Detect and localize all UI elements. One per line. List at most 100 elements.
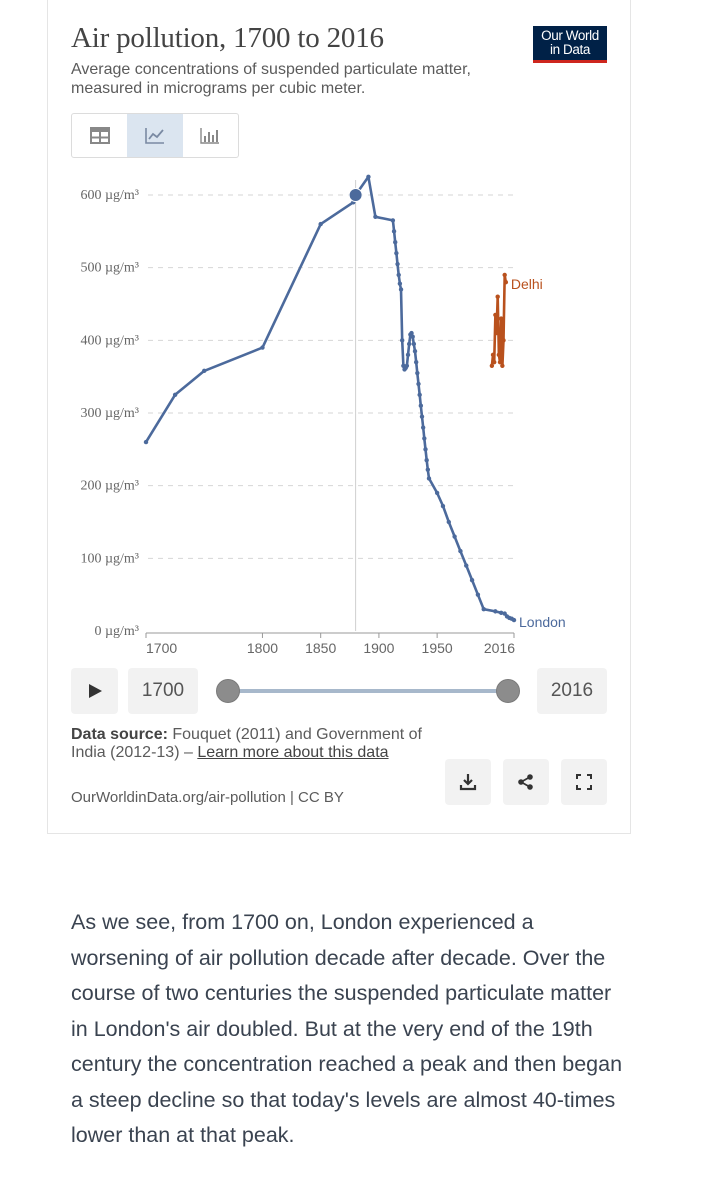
data-point-london[interactable] (393, 240, 398, 245)
hover-marker[interactable] (348, 188, 363, 202)
timeline-slider-track[interactable] (228, 689, 508, 693)
data-point-delhi[interactable] (503, 280, 509, 285)
data-point-london[interactable] (416, 381, 421, 387)
data-point-london[interactable] (425, 467, 431, 472)
y-tick-label: 200 µg/m³ (80, 479, 139, 494)
data-source: Data source: Fouquet (2011) and Governme… (71, 726, 436, 762)
y-tick-label: 100 µg/m³ (80, 551, 139, 566)
x-tick-label: 1850 (305, 640, 336, 656)
data-point-delhi[interactable] (501, 338, 506, 343)
view-tabs (71, 113, 239, 158)
data-point-london[interactable] (458, 548, 463, 554)
data-point-london[interactable] (411, 341, 417, 347)
data-point-london[interactable] (398, 287, 404, 292)
x-tick-label: 1800 (247, 640, 278, 656)
data-point-london[interactable] (172, 392, 178, 398)
data-point-london[interactable] (143, 439, 149, 445)
data-point-delhi[interactable] (489, 363, 495, 368)
owid-logo[interactable]: Our World in Data (533, 26, 607, 63)
data-point-london[interactable] (498, 610, 504, 616)
data-point-london[interactable] (396, 272, 401, 278)
play-button[interactable] (71, 668, 118, 714)
data-point-delhi[interactable] (493, 312, 498, 318)
fullscreen-button[interactable] (561, 759, 607, 805)
data-point-london[interactable] (202, 368, 207, 374)
learn-more-link[interactable]: Learn more about this data (197, 744, 389, 761)
series-line-delhi[interactable] (490, 273, 508, 368)
data-point-delhi[interactable] (492, 359, 497, 365)
data-point-london[interactable] (434, 490, 440, 496)
data-point-london[interactable] (405, 352, 411, 358)
fullscreen-icon (576, 774, 592, 790)
data-point-london[interactable] (511, 617, 517, 623)
data-point-london[interactable] (391, 229, 397, 234)
data-point-london[interactable] (395, 261, 400, 267)
data-point-london[interactable] (475, 592, 481, 597)
data-point-london[interactable] (418, 403, 424, 408)
data-point-london[interactable] (373, 214, 378, 219)
chart-title: Air pollution, 1700 to 2016 (71, 22, 384, 54)
data-point-delhi[interactable] (490, 352, 496, 358)
tab-bar[interactable] (183, 114, 238, 157)
download-icon (459, 774, 477, 791)
data-point-delhi[interactable] (495, 294, 500, 299)
source-text: Fouquet (2011) and Government of India (… (71, 726, 422, 761)
source-url[interactable]: OurWorldinData.org/air-pollution | CC BY (71, 789, 344, 806)
data-point-delhi[interactable] (497, 359, 503, 365)
series-line-london[interactable] (144, 175, 515, 622)
data-point-london[interactable] (406, 341, 412, 347)
bar-chart-icon (200, 128, 220, 144)
logo-line-1: Our World (541, 28, 599, 43)
series-label-delhi: Delhi (511, 276, 543, 292)
data-point-delhi[interactable] (500, 363, 505, 368)
share-button[interactable] (503, 759, 549, 805)
y-tick-label: 0 µg/m³ (94, 624, 139, 639)
timeline-start-year[interactable]: 1700 (128, 668, 198, 714)
data-point-london[interactable] (417, 392, 422, 398)
data-point-london[interactable] (493, 609, 498, 614)
data-point-london[interactable] (469, 577, 475, 583)
data-point-london[interactable] (481, 607, 486, 612)
tab-table[interactable] (72, 114, 127, 157)
data-point-london[interactable] (318, 221, 323, 227)
data-point-london[interactable] (260, 345, 265, 350)
timeline-end-year[interactable]: 2016 (537, 668, 607, 714)
data-point-delhi[interactable] (498, 316, 504, 321)
timeline-start-handle[interactable] (216, 679, 240, 703)
data-point-london[interactable] (423, 447, 428, 452)
data-point-london[interactable] (394, 250, 399, 256)
data-point-london[interactable] (420, 425, 426, 430)
y-tick-label: 500 µg/m³ (80, 261, 139, 276)
data-point-london[interactable] (452, 534, 457, 539)
source-label: Data source: (71, 726, 168, 743)
x-tick-label: 1950 (422, 640, 453, 656)
tab-chart[interactable] (127, 114, 183, 157)
download-button[interactable] (445, 759, 491, 805)
logo-line-2: in Data (550, 42, 590, 57)
data-point-delhi[interactable] (494, 330, 499, 336)
data-point-london[interactable] (409, 330, 414, 336)
data-point-london[interactable] (446, 519, 451, 525)
data-point-london[interactable] (413, 359, 419, 365)
data-point-delhi[interactable] (496, 352, 502, 358)
data-point-london[interactable] (424, 458, 429, 463)
y-tick-label: 400 µg/m³ (80, 333, 139, 348)
data-point-london[interactable] (410, 334, 415, 339)
data-point-london[interactable] (397, 281, 403, 286)
data-point-london[interactable] (412, 349, 418, 354)
data-point-london[interactable] (440, 503, 446, 509)
data-point-london[interactable] (404, 363, 410, 368)
article-paragraph: As we see, from 1700 on, London experien… (71, 910, 623, 1147)
data-point-london[interactable] (422, 436, 427, 441)
y-tick-label: 600 µg/m³ (80, 188, 139, 203)
data-point-delhi[interactable] (502, 272, 507, 278)
timeline-end-handle[interactable] (496, 679, 520, 703)
data-point-london[interactable] (464, 563, 469, 568)
data-point-london[interactable] (390, 218, 396, 223)
data-point-london[interactable] (426, 476, 432, 481)
data-point-london[interactable] (415, 370, 420, 376)
data-point-london[interactable] (419, 414, 425, 419)
data-point-london[interactable] (366, 174, 371, 180)
data-point-london[interactable] (400, 338, 405, 343)
line-chart[interactable]: 0 µg/m³ 100 µg/m³ 200 µg/m³ 300 µg/m³ 400 µg… (0, 0, 726, 670)
